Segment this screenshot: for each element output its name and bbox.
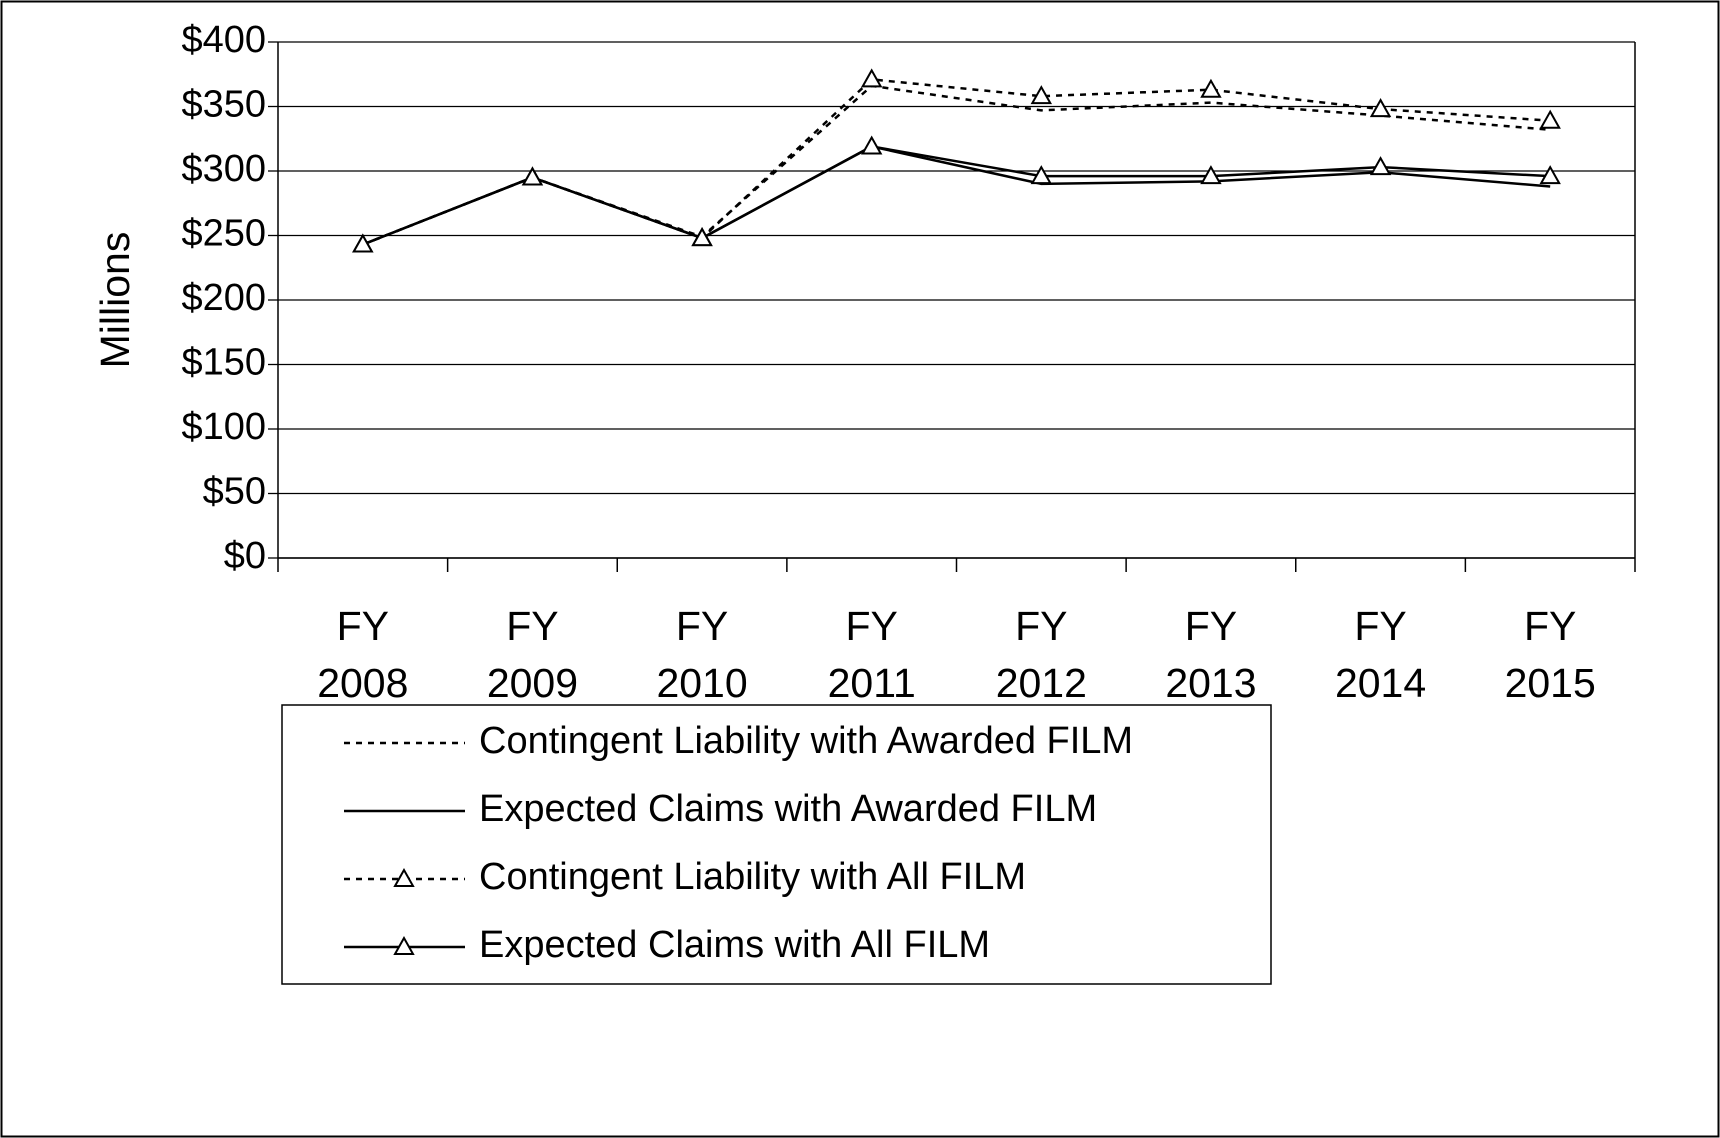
point-marker (691, 227, 713, 247)
y-tick-label: $250 (181, 213, 266, 255)
point-marker (1369, 156, 1392, 176)
y-tick-label: $50 (203, 471, 266, 513)
y-tick-label: $100 (181, 406, 266, 448)
legend-marker (393, 867, 415, 887)
point-marker (352, 233, 374, 253)
x-tick-label: FY 2014 (1334, 603, 1427, 706)
legend-label: Contingent Liability with All FILM (479, 856, 1026, 898)
y-tick-label: $400 (181, 19, 266, 61)
x-tick-label: FY 2010 (656, 603, 748, 706)
point-marker (1200, 165, 1222, 185)
x-tick-label: FY 2011 (827, 603, 916, 706)
point-marker (1539, 109, 1561, 129)
legend-label: Contingent Liability with Awarded FILM (479, 720, 1133, 762)
y-tick-label: $0 (224, 535, 266, 577)
y-tick-label: $350 (181, 84, 266, 126)
point-marker (1030, 85, 1053, 105)
point-marker (1200, 78, 1222, 98)
point-marker (860, 68, 883, 88)
y-tick-label: $200 (181, 277, 266, 319)
point-marker (1030, 165, 1053, 185)
point-marker (521, 166, 544, 186)
legend-box (281, 704, 1272, 985)
legend-label: Expected Claims with Awarded FILM (479, 788, 1097, 830)
series-line (362, 145, 1551, 246)
x-tick-label: FY 2013 (1165, 603, 1257, 706)
y-tick-label: $300 (181, 148, 266, 190)
y-axis-title: Millions (92, 232, 138, 369)
x-tick-label: FY 2015 (1504, 603, 1596, 706)
legend-marker (393, 935, 415, 955)
point-marker (860, 135, 883, 155)
point-marker (1369, 98, 1392, 118)
x-tick-label: FY 2009 (486, 603, 579, 706)
series-line (362, 84, 1551, 246)
y-tick-label: $150 (181, 342, 266, 384)
legend-label: Expected Claims with All FILM (479, 924, 990, 966)
x-tick-label: FY 2012 (995, 603, 1087, 706)
point-marker (1539, 165, 1561, 185)
x-tick-label: FY 2008 (317, 603, 409, 706)
